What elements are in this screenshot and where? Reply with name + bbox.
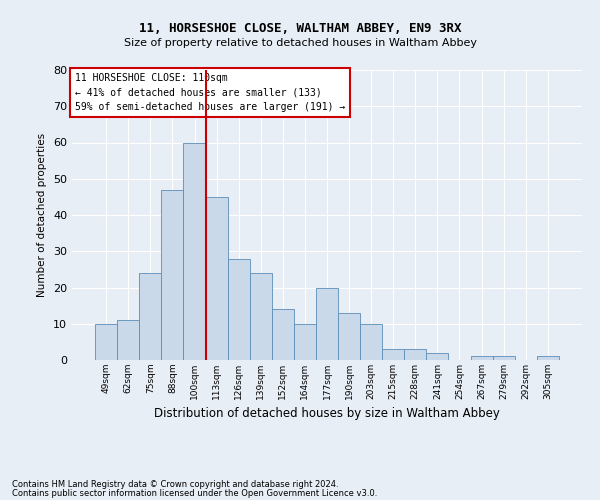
Bar bbox=[470, 356, 493, 360]
Text: Contains public sector information licensed under the Open Government Licence v3: Contains public sector information licen… bbox=[12, 488, 377, 498]
Bar bbox=[404, 349, 427, 360]
Bar bbox=[427, 353, 448, 360]
Text: Size of property relative to detached houses in Waltham Abbey: Size of property relative to detached ho… bbox=[124, 38, 476, 48]
Bar bbox=[227, 258, 250, 360]
Y-axis label: Number of detached properties: Number of detached properties bbox=[37, 133, 47, 297]
Bar bbox=[161, 190, 184, 360]
Bar bbox=[139, 273, 161, 360]
Bar bbox=[537, 356, 559, 360]
Bar bbox=[338, 313, 360, 360]
Bar bbox=[95, 324, 117, 360]
Bar bbox=[316, 288, 338, 360]
Bar bbox=[117, 320, 139, 360]
Text: Contains HM Land Registry data © Crown copyright and database right 2024.: Contains HM Land Registry data © Crown c… bbox=[12, 480, 338, 489]
Bar bbox=[493, 356, 515, 360]
Text: 11 HORSESHOE CLOSE: 110sqm
← 41% of detached houses are smaller (133)
59% of sem: 11 HORSESHOE CLOSE: 110sqm ← 41% of deta… bbox=[74, 73, 345, 112]
Bar bbox=[250, 273, 272, 360]
Bar bbox=[206, 197, 227, 360]
X-axis label: Distribution of detached houses by size in Waltham Abbey: Distribution of detached houses by size … bbox=[154, 408, 500, 420]
Bar bbox=[382, 349, 404, 360]
Bar bbox=[184, 142, 206, 360]
Bar bbox=[360, 324, 382, 360]
Bar bbox=[272, 309, 294, 360]
Text: 11, HORSESHOE CLOSE, WALTHAM ABBEY, EN9 3RX: 11, HORSESHOE CLOSE, WALTHAM ABBEY, EN9 … bbox=[139, 22, 461, 36]
Bar bbox=[294, 324, 316, 360]
